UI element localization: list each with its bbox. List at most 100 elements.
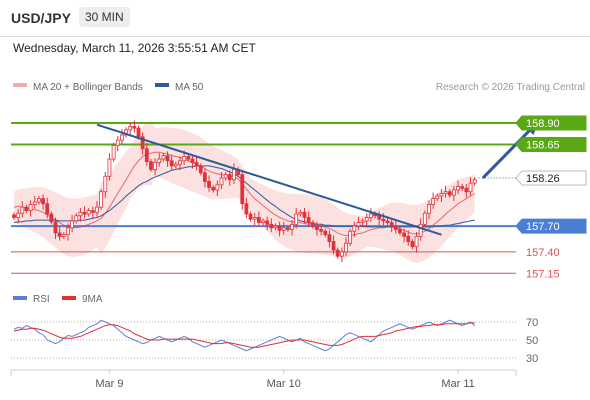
candle-body bbox=[319, 229, 324, 232]
candle bbox=[190, 154, 195, 169]
candle bbox=[360, 218, 365, 226]
bollinger-band-area bbox=[14, 120, 475, 263]
ma50-line bbox=[13, 165, 475, 228]
timeframe-badge[interactable]: 30 MIN bbox=[79, 7, 130, 27]
candle bbox=[61, 232, 66, 239]
candle bbox=[232, 163, 236, 184]
candle bbox=[219, 171, 224, 190]
candle bbox=[439, 189, 444, 203]
candle-body bbox=[315, 225, 319, 230]
rsi-legend-label: RSI bbox=[33, 294, 50, 305]
candle bbox=[389, 218, 394, 233]
candle-body bbox=[377, 215, 382, 220]
candle-body bbox=[215, 184, 220, 191]
candle bbox=[327, 230, 332, 248]
candle bbox=[402, 228, 407, 243]
candle bbox=[472, 177, 477, 186]
candle-body bbox=[298, 211, 303, 215]
copyright-text: Research © 2026 Trading Central bbox=[436, 82, 585, 93]
candle bbox=[32, 196, 37, 209]
candle bbox=[385, 218, 390, 226]
candle-body bbox=[161, 155, 166, 160]
candle-body bbox=[223, 174, 228, 179]
candle bbox=[273, 223, 278, 231]
candle-body bbox=[364, 217, 369, 222]
level-label-tag bbox=[515, 115, 587, 131]
candle bbox=[86, 208, 91, 217]
candle-body bbox=[431, 198, 436, 205]
candle bbox=[153, 158, 158, 176]
candle bbox=[356, 216, 361, 231]
candle-body bbox=[348, 230, 353, 244]
ma20-legend-swatch bbox=[13, 83, 27, 87]
ma20-legend-label: MA 20 + Bollinger Bands bbox=[33, 82, 143, 93]
level-label-158.90: 158.90 bbox=[515, 115, 587, 131]
candle-body bbox=[207, 181, 211, 188]
level-label-158.65: 158.65 bbox=[515, 136, 587, 152]
candle-body bbox=[182, 156, 187, 162]
level-label-tag bbox=[515, 218, 587, 234]
candle bbox=[157, 153, 162, 167]
candle-body bbox=[53, 221, 58, 234]
candle bbox=[45, 197, 50, 219]
candle bbox=[115, 135, 120, 152]
candle bbox=[377, 211, 382, 226]
candle bbox=[132, 120, 137, 133]
candle bbox=[182, 150, 187, 166]
candle bbox=[277, 221, 282, 237]
level-labels: 158.90 158.65 158.26 157.70 157.40 157.15 bbox=[515, 115, 587, 280]
candle-body bbox=[427, 204, 431, 214]
candle bbox=[28, 200, 33, 217]
candle-body bbox=[186, 156, 191, 160]
candle-body bbox=[95, 206, 99, 213]
candle-body bbox=[368, 213, 373, 218]
candle-body bbox=[356, 222, 361, 227]
candle bbox=[211, 184, 216, 193]
candle bbox=[107, 153, 112, 181]
candle bbox=[57, 226, 62, 241]
candle-body bbox=[107, 158, 112, 177]
level-label-text: 157.15 bbox=[526, 268, 560, 280]
candle bbox=[460, 183, 465, 191]
level-label-text: 157.70 bbox=[526, 221, 560, 233]
candle bbox=[103, 171, 108, 198]
candle-body bbox=[273, 225, 278, 229]
candle-body bbox=[256, 217, 261, 224]
candle bbox=[248, 211, 253, 222]
candle-body bbox=[49, 213, 54, 223]
candle-body bbox=[252, 217, 257, 220]
candle bbox=[20, 201, 25, 218]
level-label-text: 158.26 bbox=[526, 173, 560, 185]
candle-body bbox=[41, 198, 45, 205]
candles bbox=[12, 120, 477, 263]
ma20-line bbox=[13, 151, 475, 236]
candle bbox=[95, 201, 99, 217]
candle-body bbox=[269, 223, 274, 229]
candle bbox=[70, 214, 74, 233]
ma50-legend-label: MA 50 bbox=[175, 82, 204, 93]
candle-body bbox=[265, 220, 270, 225]
candle bbox=[74, 213, 79, 224]
level-label-tag bbox=[515, 136, 587, 152]
candle bbox=[310, 220, 315, 229]
candle bbox=[302, 208, 307, 224]
candle bbox=[12, 212, 16, 221]
candle bbox=[352, 221, 357, 238]
candle bbox=[443, 185, 448, 198]
candle bbox=[265, 216, 270, 231]
rsi-ma-line bbox=[13, 322, 475, 348]
candle bbox=[165, 151, 170, 167]
candle-body bbox=[381, 218, 386, 222]
candle-body bbox=[290, 223, 294, 230]
x-axis-ticks: Mar 9 Mar 10 Mar 11 bbox=[95, 370, 475, 390]
candle bbox=[24, 204, 29, 214]
candle-body bbox=[165, 155, 170, 162]
candle-body bbox=[385, 220, 390, 224]
candle-body bbox=[460, 186, 465, 189]
candle-body bbox=[37, 198, 41, 203]
bollinger-bands bbox=[14, 120, 475, 263]
candle-body bbox=[157, 158, 162, 163]
candle bbox=[227, 170, 232, 186]
candle-body bbox=[393, 225, 398, 230]
